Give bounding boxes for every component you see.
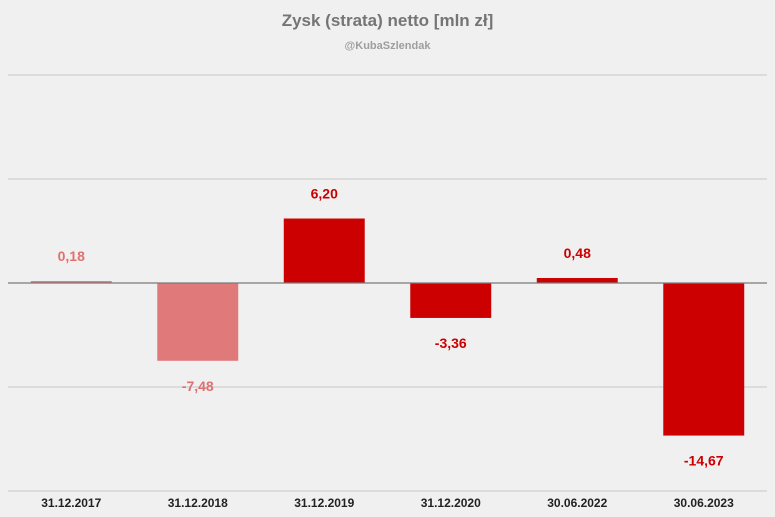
bar-value-label: 6,20 — [311, 186, 338, 202]
bar — [30, 281, 112, 283]
x-tick-label: 31.12.2019 — [294, 496, 354, 510]
bar-value-label: 0,18 — [58, 248, 85, 264]
bar-value-label: -14,67 — [684, 453, 724, 469]
x-tick-label: 31.12.2018 — [168, 496, 228, 510]
x-tick-labels: 31.12.2017 31.12.2018 31.12.2019 31.12.2020… — [41, 496, 734, 510]
bar-value-label: -3,36 — [435, 335, 467, 351]
bar — [410, 283, 492, 318]
bar — [663, 283, 745, 436]
chart-subtitle: @KubaSzlendak — [344, 40, 431, 52]
x-tick-label: 30.06.2022 — [547, 496, 607, 510]
bar-value-label: 0,48 — [564, 245, 591, 261]
x-tick-label: 30.06.2023 — [674, 496, 734, 510]
bar — [157, 283, 239, 361]
bar — [536, 278, 618, 283]
x-tick-label: 31.12.2017 — [41, 496, 101, 510]
bars — [30, 218, 745, 436]
gridlines — [8, 74, 767, 492]
bar — [283, 218, 365, 283]
bar-value-labels: 0,18 -7,48 6,20 -3,36 0,48 -14,67 — [58, 186, 724, 469]
bar-value-label: -7,48 — [182, 378, 214, 394]
x-tick-label: 31.12.2020 — [421, 496, 481, 510]
chart-title: Zysk (strata) netto [mln zł] — [281, 11, 494, 30]
